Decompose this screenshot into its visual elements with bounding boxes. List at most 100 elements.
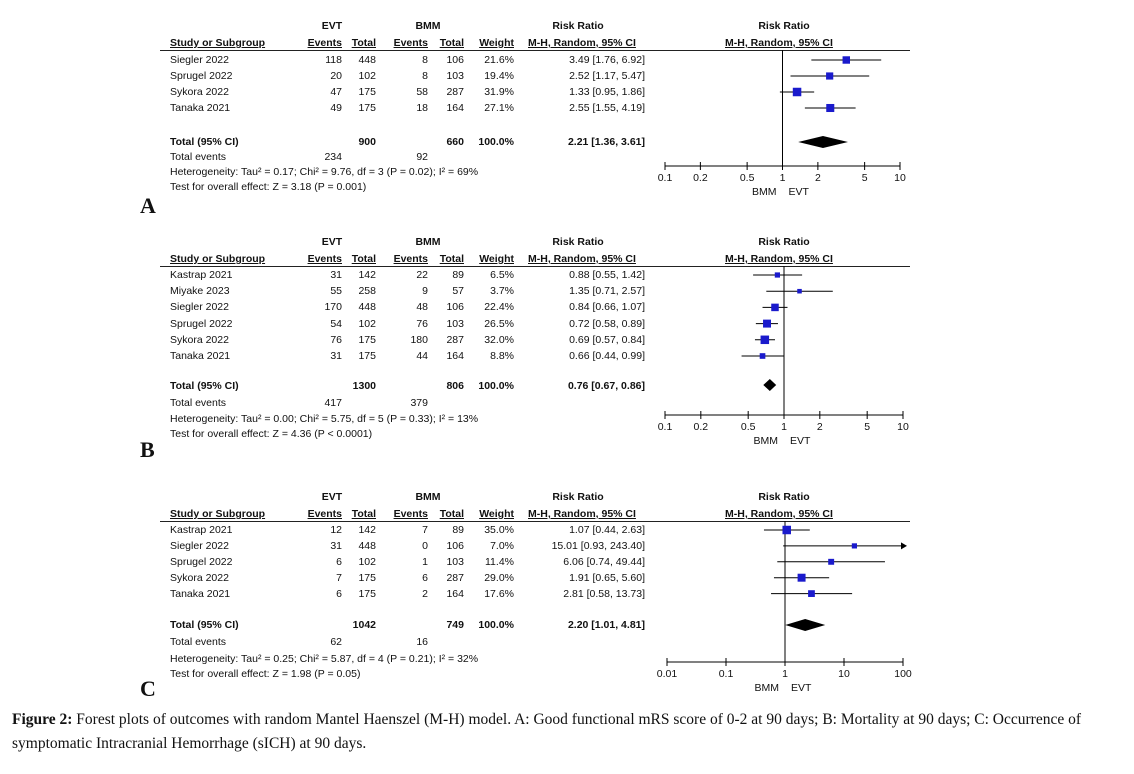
row-weight: 22.4% (484, 301, 514, 314)
favours-left-label: BMM (754, 435, 779, 447)
row-e2: 0 (422, 539, 428, 552)
heterogeneity: Heterogeneity: Tau² = 0.17; Chi² = 9.76,… (170, 166, 479, 178)
events1: 417 (324, 397, 342, 409)
row-t1: 448 (358, 54, 376, 66)
study-marker (782, 525, 791, 535)
forest-panel-c: EVT BMM Risk Ratio Risk Ratio Study or S… (0, 490, 1134, 730)
row-e1: 118 (325, 54, 342, 66)
row-weight: 21.6% (484, 54, 514, 66)
row-study: Siegler 2022 (170, 539, 229, 552)
row-t2: 164 (446, 102, 464, 114)
row-weight: 7.0% (490, 539, 514, 552)
study-marker (774, 272, 780, 278)
row-t2: 103 (446, 70, 464, 82)
row-t2: 287 (446, 571, 464, 584)
group1-header: EVT (321, 236, 343, 248)
row-e1: 170 (324, 301, 342, 314)
row-weight: 29.0% (484, 571, 514, 584)
x-tick-label: 0.5 (740, 172, 755, 184)
row-e2: 180 (410, 333, 428, 346)
col-total2: Total (439, 508, 464, 520)
row-t2: 89 (452, 524, 464, 536)
rr-header-right: Risk Ratio (758, 491, 810, 503)
col-weight: Weight (479, 37, 514, 49)
row-e2: 18 (416, 102, 428, 114)
panel-letter: B (140, 437, 155, 462)
favours-left-label: BMM (752, 186, 777, 198)
col-weight: Weight (479, 508, 514, 520)
caption-text: Forest plots of outcomes with random Man… (12, 711, 1082, 752)
row-ci: 2.81 [0.58, 13.73] (563, 587, 645, 600)
x-tick-label: 1 (782, 668, 788, 680)
events1: 234 (324, 151, 342, 163)
group2-header: BMM (415, 236, 441, 248)
study-marker (759, 353, 766, 359)
x-tick-label: 5 (864, 421, 870, 433)
events-label: Total events (170, 397, 227, 409)
total-ci: 2.21 [1.36, 3.61] (567, 136, 645, 148)
rr-header-left: Risk Ratio (552, 20, 604, 32)
row-ci: 6.06 [0.74, 49.44] (563, 555, 645, 568)
row-weight: 8.8% (490, 350, 514, 362)
row-weight: 31.9% (484, 86, 514, 98)
total-n2: 660 (446, 136, 464, 148)
row-e1: 12 (330, 524, 342, 536)
row-study: Sykora 2022 (170, 333, 229, 346)
x-tick-label: 2 (817, 421, 823, 433)
row-t2: 164 (446, 350, 464, 362)
col-ci-left: M-H, Random, 95% CI (528, 37, 636, 49)
total-weight: 100.0% (478, 619, 514, 631)
x-tick-label: 0.2 (693, 172, 708, 184)
ci-arrow (901, 542, 907, 550)
row-study: Sykora 2022 (170, 571, 229, 584)
row-t2: 106 (446, 54, 464, 66)
total-ci: 2.20 [1.01, 4.81] (567, 619, 645, 631)
figure-caption: Figure 2: Forest plots of outcomes with … (12, 708, 1124, 756)
row-weight: 27.1% (484, 102, 514, 114)
row-ci: 1.33 [0.95, 1.86] (569, 86, 645, 98)
col-ci-left: M-H, Random, 95% CI (528, 253, 636, 265)
col-events1: Events (307, 508, 342, 520)
row-ci: 0.84 [0.66, 1.07] (569, 301, 645, 314)
row-t1: 142 (358, 524, 376, 536)
row-study: Siegler 2022 (170, 54, 229, 66)
row-study: Miyake 2023 (170, 285, 230, 298)
group1-header: EVT (321, 491, 343, 503)
row-weight: 11.4% (485, 555, 514, 568)
row-t1: 102 (358, 555, 376, 568)
row-t2: 164 (446, 587, 464, 600)
row-study: Tanaka 2021 (170, 587, 231, 600)
row-study: Kastrap 2021 (170, 524, 233, 536)
row-e1: 47 (330, 86, 342, 98)
total-label: Total (95% CI) (170, 136, 239, 148)
row-t1: 175 (358, 350, 376, 362)
row-study: Tanaka 2021 (170, 102, 231, 114)
favours-right-label: EVT (790, 435, 811, 447)
col-study: Study or Subgroup (170, 508, 266, 520)
favours-right-label: EVT (789, 186, 810, 198)
row-e2: 58 (416, 86, 428, 98)
study-marker (828, 558, 835, 565)
row-t2: 89 (452, 269, 464, 281)
row-t1: 175 (358, 571, 376, 584)
x-tick-label: 0.1 (719, 668, 734, 680)
events1: 62 (330, 636, 342, 648)
row-t1: 175 (358, 86, 376, 98)
col-weight: Weight (479, 253, 514, 265)
overall-effect: Test for overall effect: Z = 3.18 (P = 0… (170, 181, 367, 193)
group2-header: BMM (415, 20, 441, 32)
favours-right-label: EVT (791, 682, 812, 694)
row-e1: 76 (330, 333, 342, 346)
x-tick-label: 10 (894, 172, 906, 184)
study-marker (826, 103, 835, 113)
row-t1: 448 (358, 301, 376, 314)
caption-label: Figure 2: (12, 711, 73, 728)
row-ci: 1.91 [0.65, 5.60] (569, 571, 645, 584)
col-ci-left: M-H, Random, 95% CI (528, 508, 636, 520)
panel-letter: A (140, 193, 156, 218)
total-ci: 0.76 [0.67, 0.86] (567, 380, 645, 392)
row-t1: 142 (358, 269, 376, 281)
row-study: Sykora 2022 (170, 86, 229, 98)
row-e2: 48 (416, 301, 428, 314)
row-weight: 35.0% (484, 524, 514, 536)
